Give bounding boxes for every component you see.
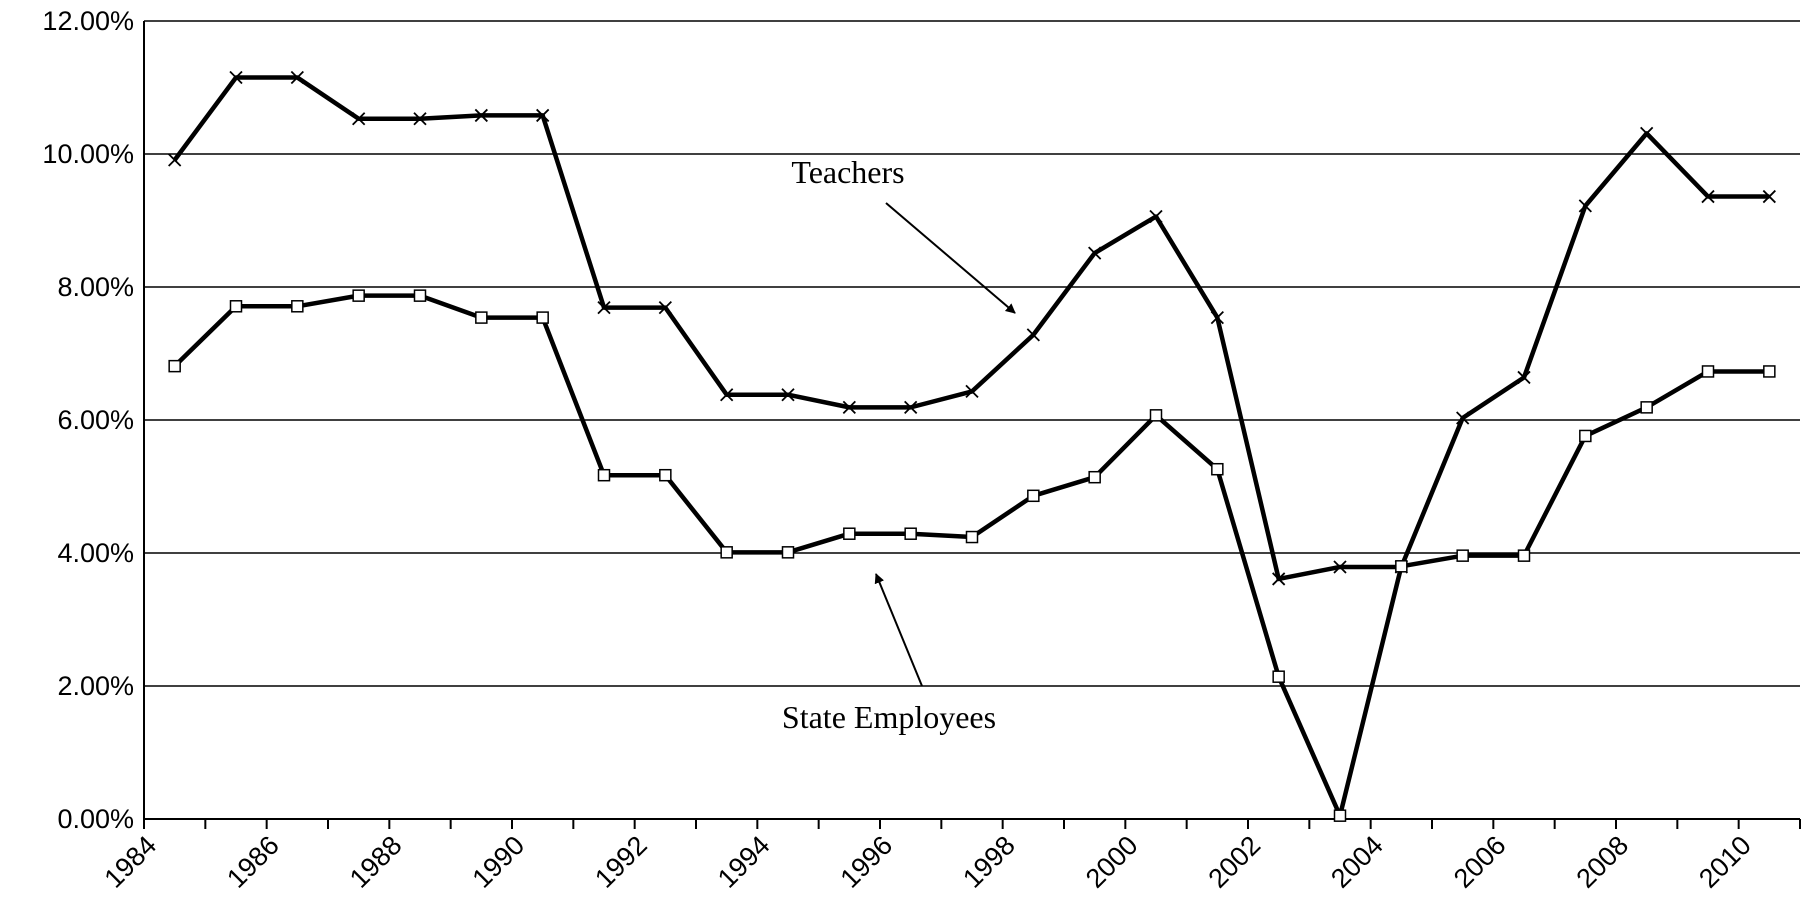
point <box>720 388 734 402</box>
point <box>413 112 427 126</box>
point <box>413 289 427 302</box>
x-tick-label: 2000 <box>1080 830 1144 894</box>
point <box>904 527 917 540</box>
point <box>1701 189 1715 204</box>
x-tick-label: 2010 <box>1693 830 1757 894</box>
point <box>1210 310 1224 325</box>
point <box>1701 365 1715 378</box>
x-tick-label: 1994 <box>712 830 776 894</box>
point <box>781 546 795 559</box>
point <box>1272 572 1286 586</box>
y-tick-label: 0.00% <box>57 804 134 834</box>
point <box>1640 401 1653 414</box>
point <box>1088 470 1101 484</box>
point <box>352 289 365 302</box>
point <box>536 108 550 123</box>
point <box>1088 246 1102 260</box>
x-tick-label: 1990 <box>467 830 531 894</box>
series-line <box>172 75 1770 582</box>
point <box>536 311 549 324</box>
x-tick-label: 1992 <box>589 830 653 894</box>
point <box>597 300 611 315</box>
point <box>1579 429 1592 443</box>
point <box>842 400 856 415</box>
y-tick-label: 12.00% <box>42 6 134 36</box>
point <box>1026 328 1040 342</box>
point <box>1149 409 1163 422</box>
point <box>1333 560 1347 574</box>
y-tick-label: 6.00% <box>57 405 134 435</box>
point <box>168 153 182 167</box>
point <box>1456 411 1470 425</box>
x-tick-label: 2008 <box>1571 830 1635 894</box>
y-tick-label: 10.00% <box>42 139 134 169</box>
point <box>352 112 366 126</box>
point <box>659 468 672 482</box>
point <box>904 400 918 415</box>
point <box>1027 489 1040 503</box>
annotation-arrow <box>885 202 1016 314</box>
point <box>229 300 243 313</box>
point <box>168 359 181 373</box>
point <box>658 300 672 315</box>
y-tick-label: 2.00% <box>57 671 134 701</box>
x-tick-label: 2006 <box>1448 830 1512 894</box>
point <box>474 108 488 123</box>
x-tick-label: 1998 <box>957 830 1021 894</box>
point <box>1211 462 1224 476</box>
point <box>229 70 243 85</box>
annotation: State Employees <box>782 699 996 735</box>
x-tick-label: 1984 <box>99 830 163 894</box>
point <box>781 388 795 402</box>
point <box>1395 560 1408 573</box>
point <box>1762 189 1776 204</box>
point <box>291 300 304 313</box>
point <box>1333 809 1347 822</box>
x-tick-label: 2002 <box>1203 830 1267 894</box>
x-tick-label: 2004 <box>1325 830 1389 894</box>
point <box>597 468 611 482</box>
point <box>290 70 304 85</box>
point <box>475 311 488 324</box>
x-tick-label: 1988 <box>344 830 408 894</box>
x-tick-label: 1996 <box>835 830 899 894</box>
point <box>1578 199 1592 213</box>
point <box>1517 370 1531 385</box>
annotation-arrow <box>874 573 923 687</box>
annotation: Teachers <box>791 154 904 190</box>
point <box>720 546 733 559</box>
point <box>1640 126 1654 141</box>
point <box>965 530 979 544</box>
point <box>965 384 979 399</box>
x-tick-label: 1986 <box>221 830 285 894</box>
point <box>1763 365 1776 378</box>
point <box>1272 670 1285 683</box>
y-tick-label: 4.00% <box>57 538 134 568</box>
point <box>1517 549 1531 562</box>
point <box>1149 209 1163 224</box>
point <box>1456 549 1469 562</box>
y-tick-label: 8.00% <box>57 272 134 302</box>
point <box>843 527 856 540</box>
